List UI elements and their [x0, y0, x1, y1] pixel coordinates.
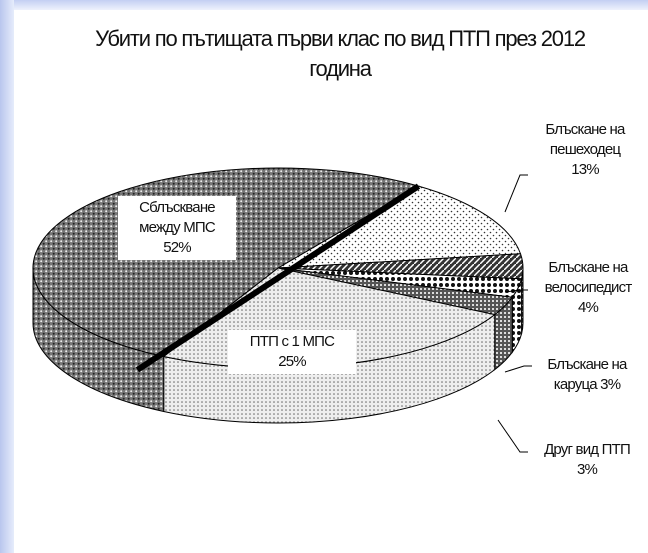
value-label: 52% — [163, 239, 191, 256]
data-label: Блъскане на велосипедист 4% — [528, 258, 648, 318]
data-label: Блъскане на пешеходец 13% — [530, 120, 640, 180]
pie-slice — [277, 185, 522, 269]
chart-title: Убити по пътищата първи клас по вид ПТП … — [95, 26, 586, 81]
category-label: Блъскане на велосипедист — [544, 259, 633, 296]
category-label: Сблъскване между МПС — [139, 199, 216, 236]
value-label: 3% — [600, 376, 621, 393]
category-label: Блъскане на пешеходец — [545, 121, 625, 158]
category-label: ПТП с 1 МПС — [249, 333, 335, 350]
leader-line — [504, 365, 532, 373]
leader-line — [504, 174, 528, 213]
leader-line — [504, 289, 528, 293]
category-label: Блъскане на каруца — [547, 356, 627, 393]
category-label: Друг вид ПТП — [544, 441, 631, 458]
data-label: ПТП с 1 МПС 25% — [228, 330, 356, 374]
pie-tops — [32, 167, 524, 373]
value-label: 25% — [278, 353, 306, 370]
value-label: 3% — [576, 461, 598, 478]
leader-line — [497, 419, 528, 453]
leader-lines — [497, 174, 532, 453]
data-label: Блъскане на каруца 3% — [532, 355, 642, 395]
data-label: Сблъскване между МПС 52% — [118, 196, 236, 260]
value-label: 4% — [577, 299, 599, 316]
value-label: 13% — [571, 161, 599, 178]
data-label: Друг вид ПТП 3% — [528, 440, 646, 480]
slice-divider — [135, 183, 421, 373]
